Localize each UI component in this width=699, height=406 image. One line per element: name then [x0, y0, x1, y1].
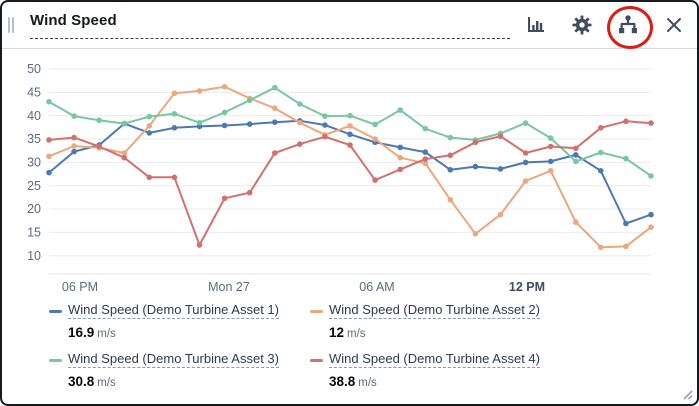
drag-handle-icon[interactable]: [8, 17, 16, 33]
chart-area[interactable]: 10 15 20 25 30 35 40 45 50 06 PM Mon 27 06 AM 12 PM: [2, 49, 699, 301]
asset-tree-icon: [619, 15, 637, 34]
svg-text:12 PM: 12 PM: [509, 280, 545, 294]
resize-handle[interactable]: [680, 387, 694, 401]
bar-chart-icon: [528, 17, 544, 32]
legend-entry: Wind Speed (Demo Turbine Asset 4) 38.8 m/…: [310, 352, 697, 390]
legend-label[interactable]: Wind Speed (Demo Turbine Asset 2): [329, 302, 540, 319]
asset-tree-button[interactable]: [607, 5, 653, 49]
legend-unit: m/s: [97, 377, 116, 389]
legend-value: 16.9: [68, 325, 95, 340]
legend-entry: Wind Speed (Demo Turbine Asset 2) 12 m/s: [310, 303, 697, 341]
legend-unit: m/s: [347, 328, 366, 340]
close-button[interactable]: [661, 11, 687, 39]
legend-label[interactable]: Wind Speed (Demo Turbine Asset 1): [68, 302, 279, 319]
svg-text:10: 10: [27, 249, 41, 263]
svg-text:15: 15: [27, 226, 41, 240]
legend-value: 30.8: [68, 374, 95, 389]
svg-text:Mon 27: Mon 27: [208, 280, 250, 294]
page-title[interactable]: Wind Speed: [30, 12, 117, 29]
title-underline: Wind Speed: [30, 12, 510, 39]
svg-text:35: 35: [27, 132, 41, 146]
svg-text:25: 25: [27, 179, 41, 193]
legend-unit: m/s: [97, 328, 116, 340]
legend-entry: Wind Speed (Demo Turbine Asset 3) 30.8 m/…: [49, 352, 310, 390]
legend-label[interactable]: Wind Speed (Demo Turbine Asset 4): [329, 351, 540, 368]
series-line-1: [46, 118, 654, 227]
svg-text:20: 20: [27, 202, 41, 216]
series-swatch: [49, 309, 62, 313]
svg-text:06 AM: 06 AM: [359, 280, 394, 294]
svg-text:30: 30: [27, 156, 41, 170]
svg-text:45: 45: [27, 86, 41, 100]
x-axis-ticks: 06 PM Mon 27 06 AM 12 PM: [62, 280, 545, 294]
series-swatch: [310, 309, 323, 313]
close-icon: [667, 18, 681, 32]
gear-icon: [572, 15, 592, 35]
chart-legend: Wind Speed (Demo Turbine Asset 1) 16.9 m/…: [2, 303, 697, 390]
svg-text:50: 50: [27, 62, 41, 76]
widget-toolbar: [523, 5, 687, 49]
chart-type-button[interactable]: [523, 11, 549, 39]
svg-text:06 PM: 06 PM: [62, 280, 98, 294]
legend-label[interactable]: Wind Speed (Demo Turbine Asset 3): [68, 351, 279, 368]
widget-header: Wind Speed: [2, 2, 697, 49]
legend-value: 38.8: [329, 374, 356, 389]
series-line-3: [46, 84, 654, 179]
series-swatch: [49, 358, 62, 362]
legend-entry: Wind Speed (Demo Turbine Asset 1) 16.9 m/…: [49, 303, 310, 341]
settings-button[interactable]: [569, 11, 595, 39]
series-swatch: [310, 358, 323, 362]
legend-value: 12: [329, 325, 345, 340]
series-line-2: [46, 83, 654, 251]
series-line-4: [46, 118, 654, 248]
legend-unit: m/s: [358, 377, 377, 389]
svg-text:40: 40: [27, 109, 41, 123]
grid-lines: 10 15 20 25 30 35 40 45 50: [27, 62, 651, 275]
